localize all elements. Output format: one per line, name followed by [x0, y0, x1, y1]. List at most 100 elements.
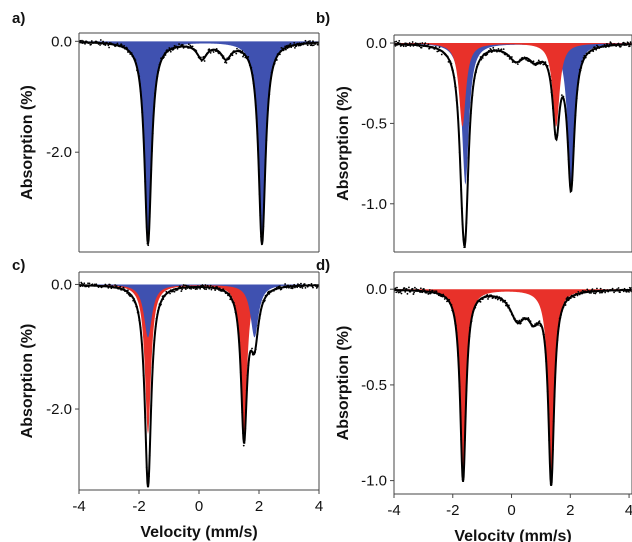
data-point [281, 49, 284, 52]
data-point [90, 40, 93, 42]
data-point [271, 69, 274, 72]
data-point [415, 42, 418, 45]
data-point [397, 41, 400, 44]
data-point [268, 93, 271, 96]
data-point [175, 46, 178, 49]
data-point [528, 318, 530, 321]
data-point [163, 295, 166, 297]
data-point [305, 42, 308, 45]
data-point [624, 42, 627, 45]
data-point [502, 299, 505, 302]
data-point [315, 41, 318, 44]
x-axis-title: Velocity (mm/s) [140, 524, 257, 541]
data-point [184, 284, 186, 287]
data-point [297, 42, 299, 45]
data-point [594, 292, 597, 295]
data-point [487, 296, 490, 299]
data-point [79, 285, 82, 288]
data-point [419, 291, 422, 294]
data-point [242, 55, 244, 58]
data-point [567, 158, 570, 161]
data-point [187, 285, 190, 288]
data-point [490, 294, 493, 297]
data-point [134, 59, 137, 62]
data-point [149, 425, 152, 428]
data-point [141, 111, 144, 114]
data-point [420, 46, 423, 49]
data-point [450, 303, 453, 306]
data-point [176, 288, 179, 291]
panel-b: 0.0 -0.5 -1.0 Absorption (%) b) [316, 10, 632, 253]
data-point [312, 40, 314, 43]
data-point [297, 283, 299, 286]
data-point [521, 319, 524, 322]
data-point [275, 59, 278, 61]
data-point [422, 288, 425, 290]
data-point [241, 50, 244, 53]
data-point [475, 304, 477, 307]
data-point [629, 41, 632, 44]
fit-line [79, 41, 319, 245]
data-point [459, 412, 462, 414]
data-point [283, 47, 286, 50]
data-point [396, 44, 398, 46]
data-point [411, 43, 413, 45]
data-point [224, 290, 226, 293]
data-point [113, 286, 116, 289]
data-point [406, 292, 409, 295]
data-point [157, 306, 160, 309]
data-point [411, 287, 414, 290]
data-point [606, 289, 609, 291]
data-point [622, 290, 625, 293]
data-point [469, 326, 471, 329]
data-point [282, 49, 285, 52]
data-point [133, 297, 135, 300]
data-point [531, 61, 533, 63]
data-point [516, 322, 519, 325]
data-point [106, 285, 109, 288]
data-point [275, 288, 278, 291]
data-point [161, 295, 164, 298]
data-point [518, 61, 521, 63]
data-point [174, 47, 177, 49]
data-point [421, 291, 424, 294]
data-point [137, 311, 140, 313]
data-point [449, 59, 451, 62]
data-point [550, 91, 553, 94]
data-point [172, 48, 175, 50]
data-point [210, 288, 213, 291]
data-point [169, 292, 171, 295]
data-point [585, 291, 588, 293]
data-point [167, 49, 170, 52]
data-point [200, 60, 203, 62]
data-point [186, 287, 189, 289]
data-point [525, 56, 528, 59]
data-point [260, 235, 262, 238]
data-point [563, 104, 566, 106]
data-point [96, 41, 99, 44]
data-point [188, 46, 191, 49]
data-point [574, 114, 577, 117]
data-point [497, 297, 500, 300]
data-point [536, 322, 539, 325]
data-point [623, 44, 626, 47]
data-point [251, 74, 254, 77]
data-point [512, 59, 515, 62]
data-point [511, 61, 514, 63]
data-point [302, 43, 305, 46]
data-point [140, 99, 143, 102]
data-point [560, 99, 563, 102]
data-point [549, 75, 551, 78]
data-point [458, 370, 460, 373]
x-tick-label: 4 [315, 498, 323, 515]
data-point [396, 286, 398, 289]
y-axis-title: Absorption (%) [335, 86, 352, 201]
data-point [509, 56, 512, 59]
data-point [537, 324, 539, 326]
series-red-doublet [79, 284, 319, 435]
data-point [126, 47, 129, 50]
data-point [212, 285, 214, 288]
data-point [172, 290, 174, 293]
data-point [516, 319, 518, 322]
data-point [266, 122, 268, 125]
